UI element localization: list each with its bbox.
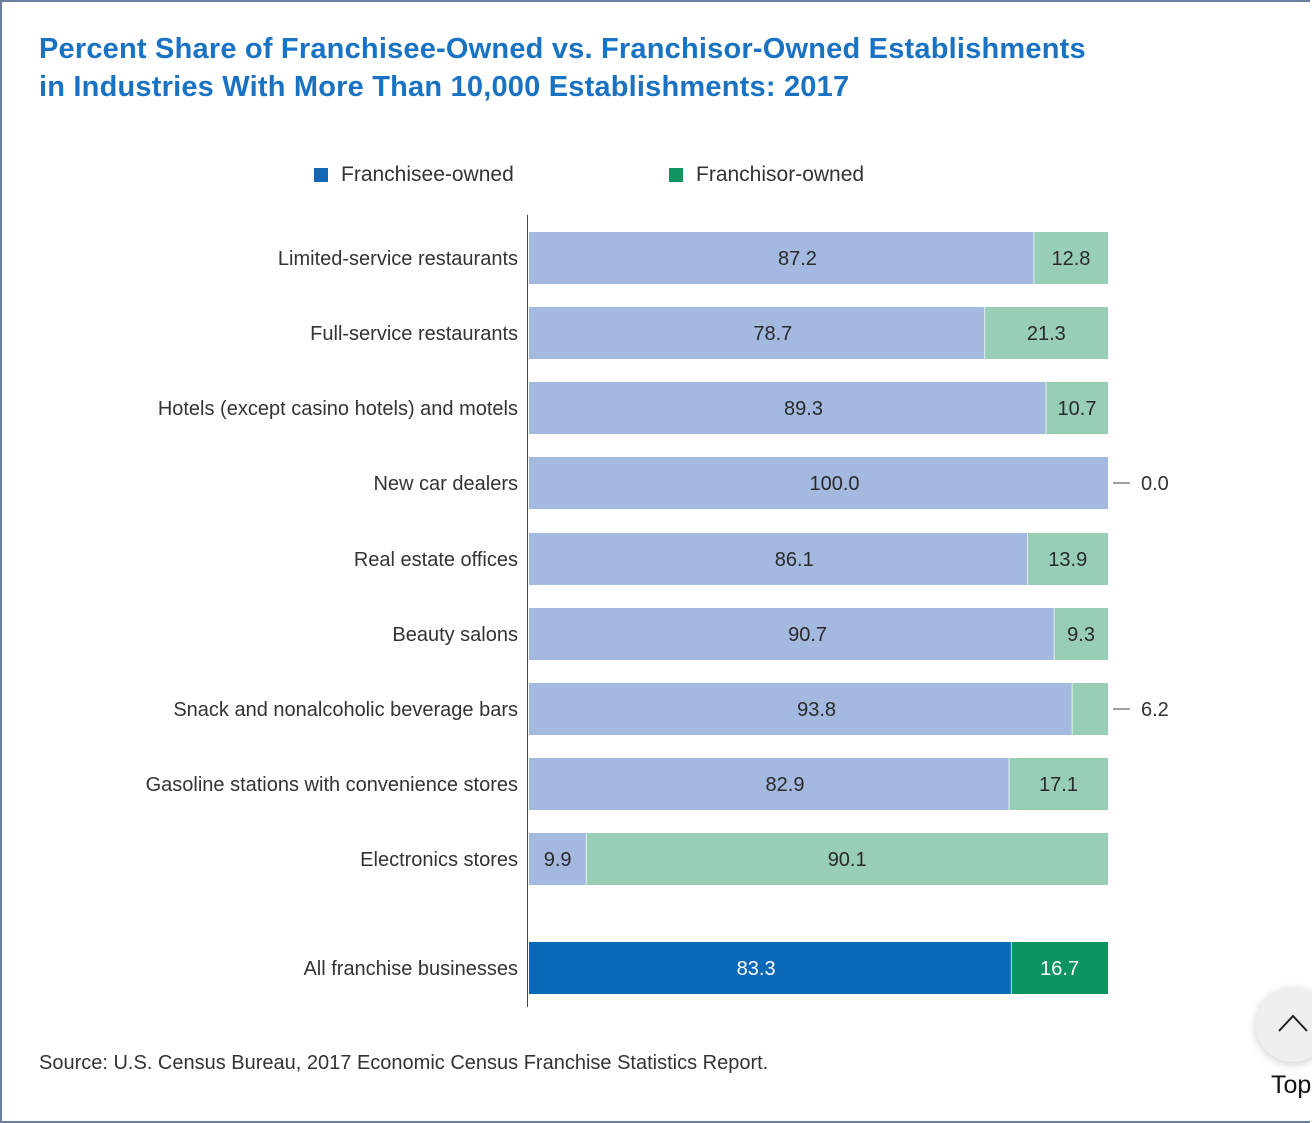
bar-franchisee — [529, 758, 1009, 810]
chart-title: Percent Share of Franchisee-Owned vs. Fr… — [39, 30, 1086, 106]
chart-title-line-2: in Industries With More Than 10,000 Esta… — [39, 71, 850, 103]
bar-franchisor — [1046, 382, 1108, 434]
bar-franchisor — [1008, 758, 1108, 810]
data-label-franchisor: 9.3 — [1067, 624, 1095, 646]
legend-label-franchisor: Franchisor-owned — [696, 163, 865, 186]
bar-franchisor — [984, 307, 1108, 359]
bar-franchisee — [529, 533, 1028, 585]
data-label-franchisor: 10.7 — [1058, 398, 1097, 420]
data-label-franchisee: 78.7 — [753, 323, 792, 345]
bar-franchisor — [1072, 683, 1108, 735]
chart-title-line-1: Percent Share of Franchisee-Owned vs. Fr… — [39, 33, 1086, 65]
bar-franchisee — [529, 307, 985, 359]
bar-franchisee — [529, 683, 1073, 735]
scroll-to-top-button[interactable] — [1256, 988, 1312, 1062]
chevron-up-icon — [1278, 1014, 1308, 1032]
bar-franchisor — [1033, 232, 1108, 284]
bar-franchisee — [529, 608, 1055, 660]
bar-franchisor — [586, 833, 1108, 885]
data-label-franchisee: 86.1 — [775, 549, 814, 571]
data-label-franchisor: 16.7 — [1040, 958, 1079, 980]
data-label-franchisee: 9.9 — [544, 849, 572, 871]
category-label: New car dealers — [373, 473, 518, 495]
bar-franchisor — [1054, 608, 1108, 660]
bar-franchisee — [529, 457, 1108, 509]
legend-label-franchisee: Franchisee-owned — [341, 163, 514, 186]
category-label: Hotels (except casino hotels) and motels — [158, 398, 518, 420]
bar-franchisee — [529, 942, 1012, 994]
data-label-franchisor: 0.0 — [1141, 473, 1169, 495]
legend-swatch-franchisor — [669, 168, 683, 182]
data-label-franchisee: 87.2 — [778, 248, 817, 270]
category-label: All franchise businesses — [303, 958, 518, 980]
category-label: Gasoline stations with convenience store… — [146, 774, 518, 796]
category-label: Electronics stores — [360, 849, 518, 871]
data-label-franchisor: 21.3 — [1027, 323, 1066, 345]
bar-franchisee — [529, 382, 1047, 434]
legend-item-franchisor: Franchisor-owned — [669, 163, 864, 187]
data-label-franchisor: 13.9 — [1048, 549, 1087, 571]
scroll-to-top-label[interactable]: Top — [1271, 1071, 1312, 1099]
data-label-franchisee: 93.8 — [797, 699, 836, 721]
data-label-franchisee: 89.3 — [784, 398, 823, 420]
bar-franchisor — [1027, 533, 1108, 585]
bar-franchisor — [1011, 942, 1108, 994]
legend-swatch-franchisee — [314, 168, 328, 182]
data-label-franchisee: 90.7 — [788, 624, 827, 646]
category-label: Real estate offices — [354, 549, 518, 571]
data-label-franchisor: 12.8 — [1051, 248, 1090, 270]
legend-item-franchisee: Franchisee-owned — [314, 163, 514, 187]
data-label-franchisee: 83.3 — [737, 958, 776, 980]
category-label: Snack and nonalcoholic beverage bars — [173, 699, 518, 721]
data-label-franchisor: 6.2 — [1141, 699, 1169, 721]
bar-franchisee — [529, 833, 587, 885]
category-label: Limited-service restaurants — [278, 248, 518, 270]
data-label-franchisor: 17.1 — [1039, 774, 1078, 796]
data-label-franchisee: 82.9 — [766, 774, 805, 796]
category-label: Full-service restaurants — [310, 323, 518, 345]
bar-franchisee — [529, 232, 1034, 284]
chart-source: Source: U.S. Census Bureau, 2017 Economi… — [39, 1052, 769, 1074]
category-label: Beauty salons — [392, 624, 518, 646]
data-label-franchisee: 100.0 — [809, 473, 859, 495]
data-label-franchisor: 90.1 — [828, 849, 867, 871]
